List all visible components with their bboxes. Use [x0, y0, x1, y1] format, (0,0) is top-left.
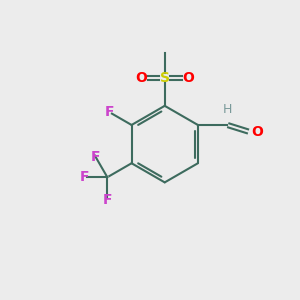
Text: S: S [160, 71, 170, 85]
Text: O: O [251, 125, 263, 139]
Text: F: F [80, 170, 89, 184]
Text: F: F [105, 106, 115, 119]
Text: O: O [182, 71, 194, 85]
Text: F: F [91, 150, 101, 164]
Text: F: F [103, 193, 112, 207]
Text: H: H [223, 103, 232, 116]
Text: O: O [135, 71, 147, 85]
